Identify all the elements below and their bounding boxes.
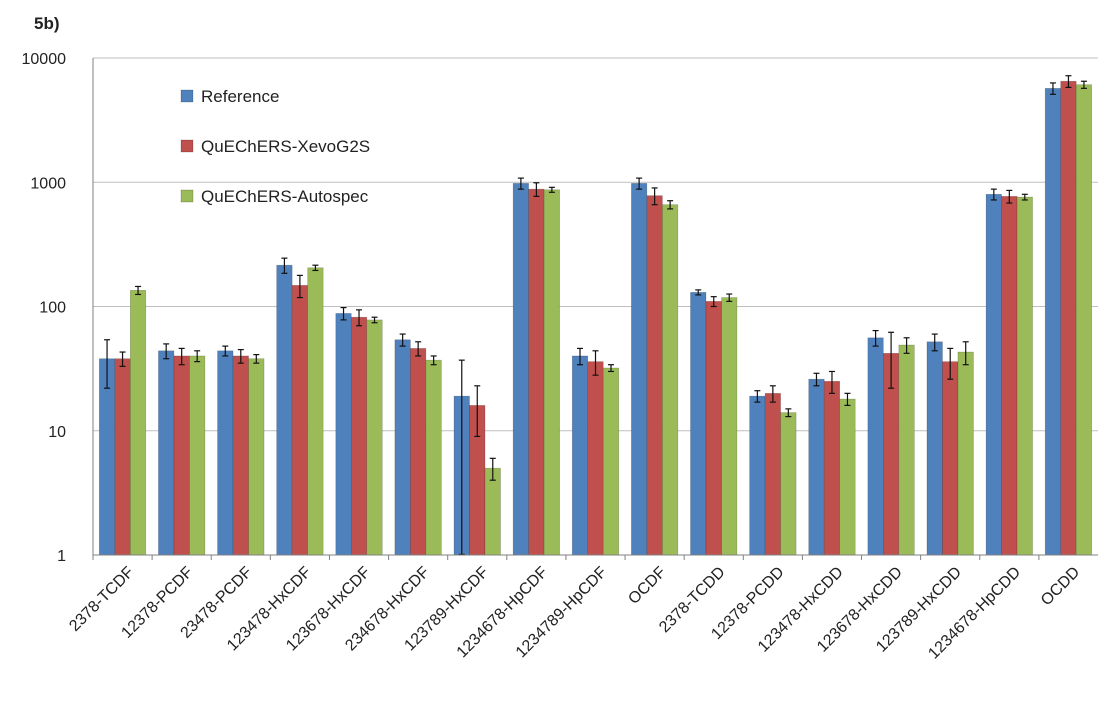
legend-label: QuEChERS-XevoG2S xyxy=(201,137,370,156)
bar-quechers-xevog2s xyxy=(1060,80,1077,556)
bar-quechers-autospec xyxy=(543,189,560,556)
bar-quechers-autospec xyxy=(957,351,974,556)
bar-quechers-autospec xyxy=(248,358,265,556)
bar-quechers-xevog2s xyxy=(528,188,545,556)
bar-quechers-xevog2s xyxy=(587,361,604,556)
bar-reference xyxy=(631,183,648,556)
bar-quechers-autospec xyxy=(662,204,679,556)
legend-swatch xyxy=(180,139,194,153)
bar-reference xyxy=(217,350,234,556)
bar-quechers-autospec xyxy=(1075,84,1092,556)
bar-quechers-autospec xyxy=(602,367,620,556)
bar-reference xyxy=(985,193,1002,556)
bar-quechers-xevog2s xyxy=(823,381,841,556)
bar-quechers-xevog2s xyxy=(764,393,781,556)
bar-reference xyxy=(571,355,589,556)
bar-quechers-xevog2s xyxy=(1001,196,1018,556)
legend-label: QuEChERS-Autospec xyxy=(201,187,369,206)
bar-quechers-xevog2s xyxy=(173,355,190,556)
bar-reference xyxy=(749,395,766,556)
bar-reference xyxy=(690,292,707,556)
bar-quechers-autospec xyxy=(189,355,206,556)
y-tick-label: 10 xyxy=(48,424,66,441)
bar-quechers-xevog2s xyxy=(114,358,131,556)
bar-quechers-autospec xyxy=(780,412,797,556)
bar-reference xyxy=(1044,88,1061,556)
bar-quechers-xevog2s xyxy=(646,195,663,556)
bar-quechers-xevog2s xyxy=(291,285,308,556)
bar-reference xyxy=(335,313,352,556)
bar-quechers-xevog2s xyxy=(232,355,249,556)
bar-quechers-autospec xyxy=(1016,196,1033,556)
bar-quechers-autospec xyxy=(721,297,738,556)
x-tick-label: OCDF xyxy=(625,564,669,608)
y-tick-label: 1000 xyxy=(30,175,66,192)
legend-swatch xyxy=(180,89,194,103)
x-axis: 2378-TCDF12378-PCDF23478-PCDF123478-HxCD… xyxy=(66,554,1098,663)
bar-quechers-autospec xyxy=(839,398,856,556)
bar-quechers-autospec xyxy=(484,467,501,556)
x-tick-label: OCDD xyxy=(1038,564,1083,609)
bar-reference xyxy=(926,341,943,556)
y-axis: 1 10 100 1000 10000 xyxy=(22,51,94,565)
bar-quechers-autospec xyxy=(366,319,383,556)
y-tick-label: 10000 xyxy=(22,51,67,68)
bar-quechers-xevog2s xyxy=(350,316,368,556)
bar-quechers-autospec xyxy=(425,359,442,556)
bar-reference xyxy=(867,337,884,556)
bar-quechers-xevog2s xyxy=(942,361,959,556)
legend-label: Reference xyxy=(201,87,279,106)
bar-reference xyxy=(512,183,529,556)
bar-quechers-autospec xyxy=(898,344,915,556)
legend: Reference QuEChERS-XevoG2S QuEChERS-Autosp… xyxy=(180,87,370,206)
panel-label: 5b) xyxy=(34,14,60,33)
bar-reference xyxy=(158,350,175,556)
bar-quechers-autospec xyxy=(130,290,147,556)
bar-quechers-xevog2s xyxy=(705,301,722,556)
bar-reference xyxy=(808,378,825,556)
bar-quechers-autospec xyxy=(307,267,324,556)
y-tick-label: 1 xyxy=(57,548,66,565)
bar-reference xyxy=(394,339,411,556)
y-tick-label: 100 xyxy=(39,300,66,317)
bars xyxy=(99,75,1092,556)
bar-reference xyxy=(276,264,293,556)
legend-swatch xyxy=(180,189,194,203)
bar-quechers-xevog2s xyxy=(410,348,427,556)
